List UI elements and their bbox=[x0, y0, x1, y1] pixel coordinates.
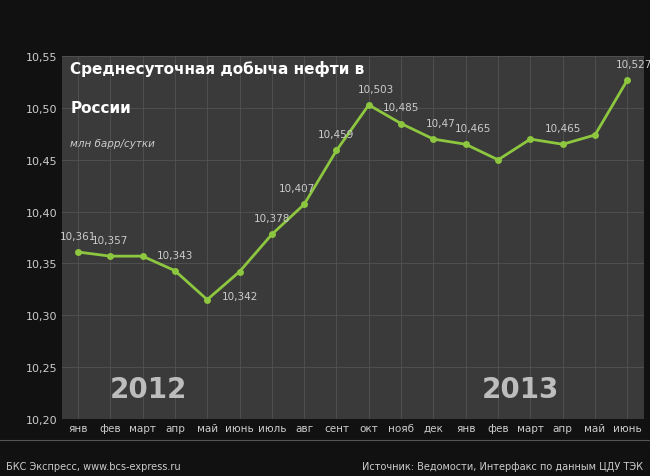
Text: 2013: 2013 bbox=[482, 376, 559, 403]
Point bbox=[202, 296, 213, 304]
Text: 10,503: 10,503 bbox=[358, 85, 394, 95]
Text: Источник: Ведомости, Интерфакс по данным ЦДУ ТЭК: Источник: Ведомости, Интерфакс по данным… bbox=[363, 461, 644, 471]
Text: Среднесуточная добыча нефти в: Среднесуточная добыча нефти в bbox=[70, 61, 365, 77]
Point bbox=[105, 253, 116, 260]
Point bbox=[428, 136, 439, 144]
Text: 10,407: 10,407 bbox=[279, 184, 315, 194]
Text: 10,485: 10,485 bbox=[383, 103, 419, 113]
Point bbox=[622, 77, 632, 85]
Point bbox=[299, 201, 309, 209]
Point bbox=[137, 253, 148, 260]
Point bbox=[332, 148, 342, 155]
Text: 10,527: 10,527 bbox=[616, 60, 650, 70]
Text: 10,343: 10,343 bbox=[157, 250, 193, 260]
Text: 10,465: 10,465 bbox=[454, 124, 491, 134]
Point bbox=[525, 136, 536, 144]
Point bbox=[558, 141, 568, 149]
Point bbox=[590, 132, 600, 139]
Point bbox=[396, 120, 406, 128]
Point bbox=[266, 231, 277, 238]
Text: 10,357: 10,357 bbox=[92, 236, 129, 246]
Text: 2012: 2012 bbox=[111, 376, 188, 403]
Text: 10,465: 10,465 bbox=[545, 124, 581, 134]
Point bbox=[170, 267, 180, 275]
Point bbox=[493, 157, 503, 164]
Text: 10,361: 10,361 bbox=[60, 231, 96, 241]
Text: 10,342: 10,342 bbox=[221, 291, 257, 301]
Text: млн барр/сутки: млн барр/сутки bbox=[70, 139, 155, 149]
Text: 10,378: 10,378 bbox=[254, 214, 290, 224]
Text: БКС Экспресс, www.bcs-express.ru: БКС Экспресс, www.bcs-express.ru bbox=[6, 461, 181, 471]
Point bbox=[461, 141, 471, 149]
Point bbox=[234, 268, 244, 276]
Text: 10,47: 10,47 bbox=[426, 119, 455, 129]
Point bbox=[363, 102, 374, 109]
Text: 10,459: 10,459 bbox=[318, 130, 355, 140]
Text: России: России bbox=[70, 100, 131, 116]
Point bbox=[73, 248, 83, 256]
